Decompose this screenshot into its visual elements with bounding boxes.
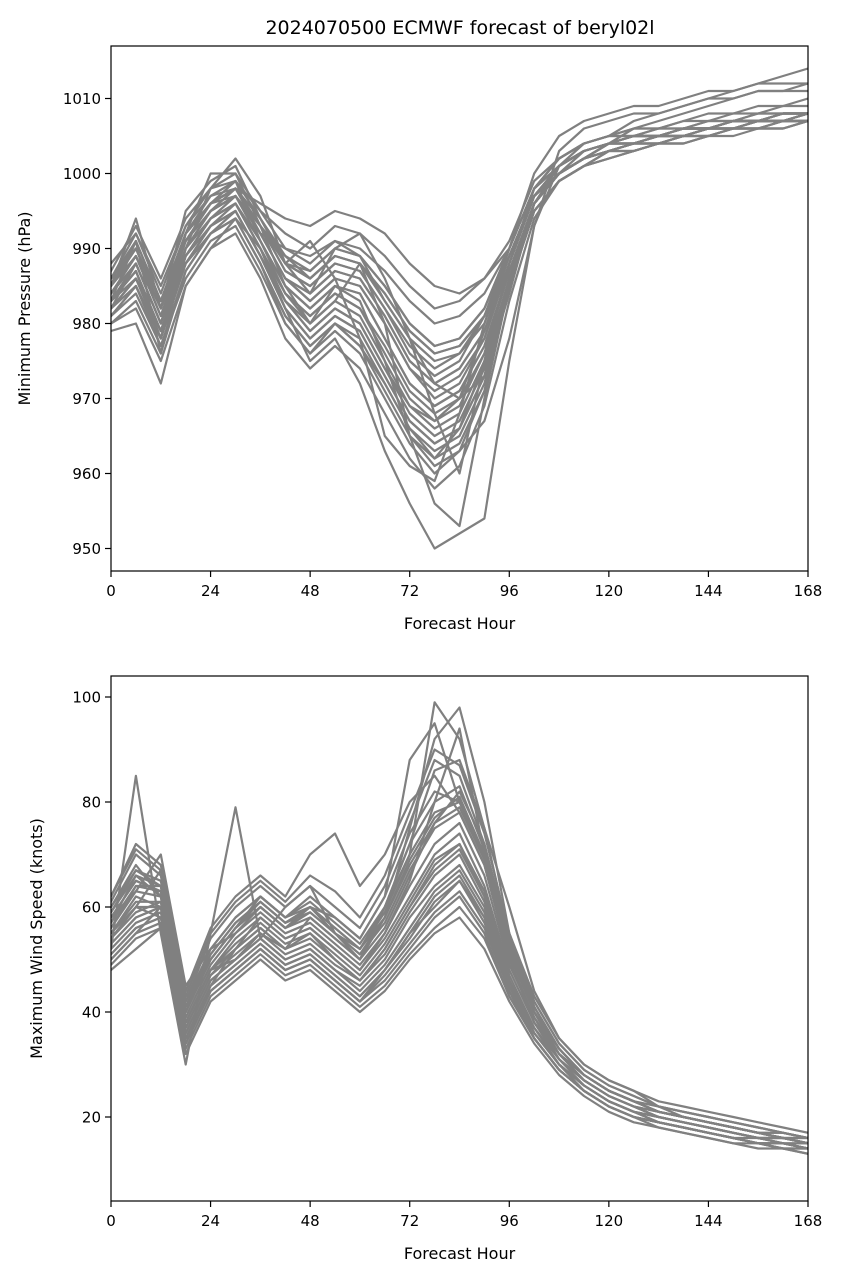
pressure-x-tick-label: 0 [106, 582, 116, 600]
pressure-series-line-33 [111, 112, 808, 325]
wind-plot-frame [110, 675, 809, 1202]
pressure-plot-frame [110, 45, 809, 572]
wind-series-line-17 [111, 800, 808, 1145]
wind-y-tick-label: 40 [82, 1004, 101, 1022]
pressure-x-tick-label: 96 [500, 582, 519, 600]
pressure-y-tick-label: 960 [72, 465, 101, 483]
wind-x-tick-label: 24 [201, 1212, 220, 1230]
chart-title: 2024070500 ECMWF forecast of beryl02l [265, 17, 654, 39]
pressure-y-tick-label: 990 [72, 240, 101, 258]
wind-x-tick-label: 96 [500, 1212, 519, 1230]
pressure-x-tick-label: 72 [400, 582, 419, 600]
pressure-y-axis: 950 960 970 980 990 1000 1010 [63, 90, 111, 558]
pressure-y-tick-label: 970 [72, 390, 101, 408]
pressure-y-axis-label: Minimum Pressure (hPa) [15, 212, 34, 406]
wind-series-line-27 [111, 879, 808, 1150]
pressure-series-line-29 [111, 112, 808, 385]
pressure-x-tick-label: 120 [595, 582, 624, 600]
pressure-series-line-20 [111, 119, 808, 490]
pressure-x-axis-label: Forecast Hour [404, 614, 516, 633]
pressure-series-line-12 [111, 112, 808, 400]
wind-y-axis-label: Maximum Wind Speed (knots) [27, 818, 46, 1059]
pressure-series-line-17 [111, 119, 808, 453]
pressure-series-line-2 [111, 82, 808, 528]
wind-series-line-29 [111, 848, 808, 1145]
wind-x-tick-label: 48 [301, 1212, 320, 1230]
pressure-series-line-28 [111, 112, 808, 355]
wind-y-axis: 20 40 60 80 100 [72, 689, 111, 1127]
pressure-series-line-34 [111, 119, 808, 430]
pressure-y-tick-label: 1010 [63, 90, 101, 108]
wind-x-axis: 0 24 48 72 96 120 144 168 [106, 1201, 822, 1230]
wind-series-line-30 [111, 748, 808, 1134]
wind-y-tick-label: 60 [82, 899, 101, 917]
wind-y-tick-label: 100 [72, 689, 101, 707]
wind-x-tick-label: 72 [400, 1212, 419, 1230]
pressure-series-line-7 [111, 104, 808, 295]
pressure-series-line-11 [111, 119, 808, 445]
pressure-x-tick-label: 168 [794, 582, 823, 600]
pressure-series-line-31 [111, 112, 808, 370]
pressure-series-line-4 [111, 97, 808, 550]
wind-x-tick-label: 120 [595, 1212, 624, 1230]
pressure-series-line-13 [111, 112, 808, 310]
wind-x-tick-label: 0 [106, 1212, 116, 1230]
wind-y-tick-label: 80 [82, 794, 101, 812]
pressure-series-group [111, 67, 808, 550]
wind-series-line-16 [111, 905, 808, 1155]
pressure-series-line-24 [111, 112, 808, 393]
pressure-series-line-23 [111, 119, 808, 460]
wind-plot: 0 24 48 72 96 120 144 168 20 40 60 80 100 Forecast … [27, 675, 822, 1263]
pressure-x-tick-label: 48 [301, 582, 320, 600]
wind-series-line-26 [111, 842, 808, 1145]
wind-series-line-28 [111, 806, 808, 1140]
pressure-x-tick-label: 24 [201, 582, 220, 600]
pressure-series-line-26 [111, 119, 808, 445]
pressure-y-tick-label: 1000 [63, 165, 101, 183]
pressure-y-tick-label: 950 [72, 540, 101, 558]
pressure-plot: 0 24 48 72 96 120 144 168 950 960 970 980 990 1000 10… [15, 45, 822, 633]
wind-x-tick-label: 144 [694, 1212, 723, 1230]
pressure-series-line-19 [111, 112, 808, 355]
pressure-y-tick-label: 980 [72, 315, 101, 333]
wind-y-tick-label: 20 [82, 1109, 101, 1127]
wind-series-group [111, 701, 808, 1155]
wind-series-line-19 [111, 785, 808, 1140]
wind-x-tick-label: 168 [794, 1212, 823, 1230]
pressure-series-line-6 [111, 112, 808, 400]
pressure-x-tick-label: 144 [694, 582, 723, 600]
pressure-x-axis: 0 24 48 72 96 120 144 168 [106, 571, 822, 600]
wind-x-axis-label: Forecast Hour [404, 1244, 516, 1263]
pressure-series-line-18 [111, 112, 808, 385]
